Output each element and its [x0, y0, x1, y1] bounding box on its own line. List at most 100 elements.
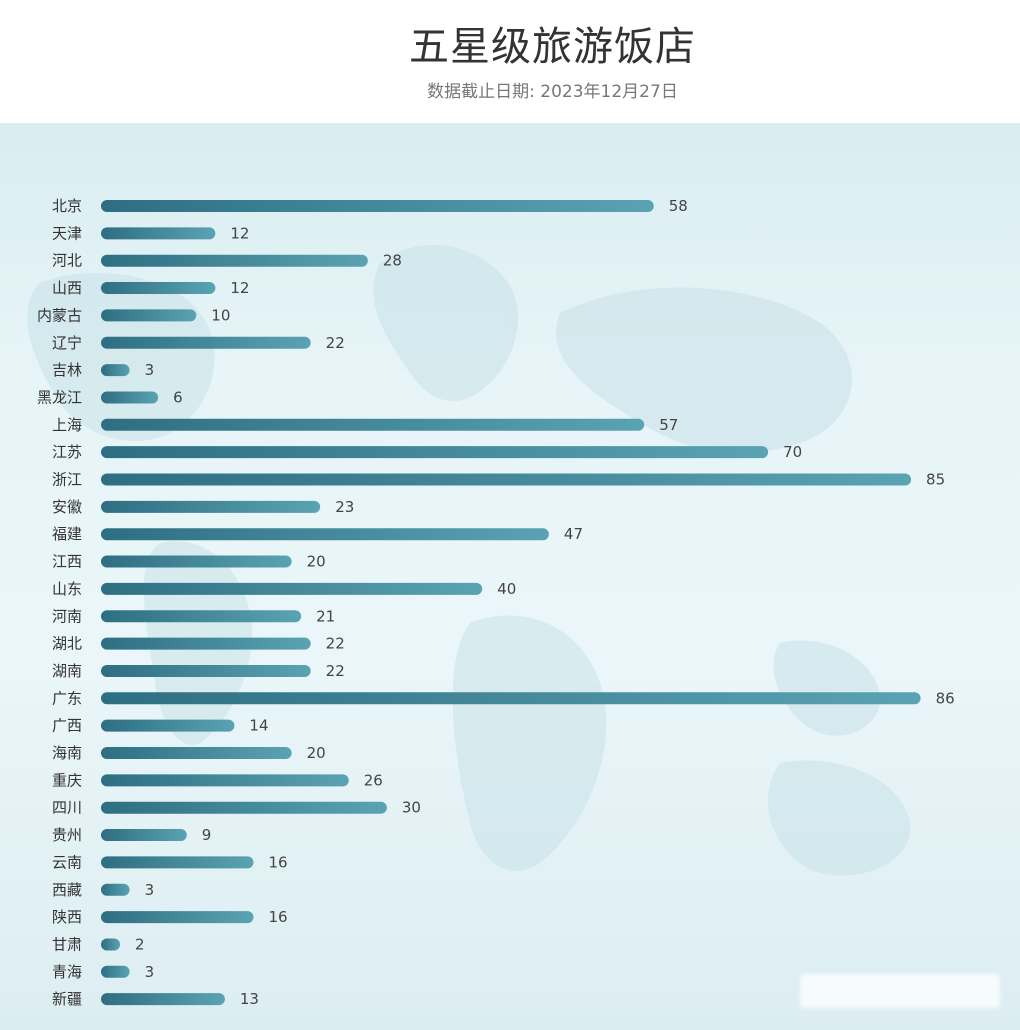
category-label: 安徽 — [52, 498, 82, 516]
bar-row: 青海 3 — [52, 963, 154, 981]
bar-row: 广西 14 — [52, 717, 269, 735]
bar — [101, 719, 235, 732]
value-label: 21 — [316, 607, 335, 625]
category-label: 贵州 — [52, 826, 82, 844]
bar — [101, 309, 197, 322]
bar-row: 贵州 9 — [52, 826, 211, 844]
category-label: 新疆 — [52, 990, 82, 1008]
category-label: 福建 — [52, 525, 82, 543]
category-label: 四川 — [52, 799, 82, 817]
value-label: 2 — [135, 935, 145, 953]
bar-row: 辽宁 22 — [52, 334, 345, 352]
bar-row: 湖北 22 — [52, 635, 345, 653]
value-label: 58 — [669, 197, 688, 215]
bar-row: 河北 28 — [52, 252, 402, 270]
bar-row: 江西 20 — [52, 553, 326, 571]
value-label: 23 — [335, 498, 354, 516]
value-label: 70 — [783, 443, 802, 461]
bar-row: 上海 57 — [52, 416, 678, 434]
bar — [101, 446, 769, 459]
bar-row: 西藏 3 — [52, 881, 154, 899]
bar-row: 山东 40 — [52, 580, 516, 598]
bar — [101, 856, 254, 869]
value-label: 16 — [268, 908, 287, 926]
bar — [101, 774, 349, 787]
chart-subtitle: 数据截止日期: 2023年12月27日 — [427, 82, 678, 102]
bar — [101, 965, 130, 978]
category-label: 江苏 — [52, 443, 82, 461]
value-label: 22 — [326, 662, 345, 680]
bar — [101, 637, 311, 650]
chart-title: 五星级旅游饭店 — [409, 24, 696, 70]
bar-row: 山西 12 — [52, 279, 249, 297]
bar — [101, 582, 483, 595]
bar-row: 内蒙古 10 — [37, 306, 230, 324]
bar — [101, 336, 311, 349]
bar — [101, 883, 130, 896]
value-label: 47 — [564, 525, 583, 543]
bar-row: 江苏 70 — [52, 443, 802, 461]
category-label: 河北 — [52, 252, 82, 270]
bar — [101, 938, 121, 951]
category-label: 山西 — [52, 279, 82, 297]
value-label: 28 — [383, 252, 402, 270]
bar-row: 湖南 22 — [52, 662, 345, 680]
category-label: 青海 — [52, 963, 82, 981]
bars-layer: 北京 58 天津 12 河北 28 山西 12 内蒙古 10 辽宁 22 吉林 3 黑龙江 6 上海 57 江苏 70… — [37, 197, 955, 1008]
chart-header: 五星级旅游饭店 数据截止日期: 2023年12月27日 — [0, 0, 1020, 123]
category-label: 辽宁 — [52, 334, 82, 352]
bar — [101, 829, 187, 842]
value-label: 20 — [307, 553, 326, 571]
category-label: 广东 — [52, 689, 82, 707]
bar — [101, 200, 654, 212]
value-label: 20 — [307, 744, 326, 762]
bar — [101, 664, 311, 677]
category-label: 天津 — [52, 224, 82, 242]
bar — [101, 473, 912, 486]
bar-row: 甘肃 2 — [52, 935, 145, 953]
value-label: 14 — [249, 717, 268, 735]
bar — [101, 610, 302, 623]
category-label: 重庆 — [52, 771, 82, 789]
category-label: 陕西 — [52, 908, 82, 926]
bar — [101, 500, 321, 513]
bar-row: 吉林 3 — [52, 361, 154, 379]
bar — [101, 801, 387, 814]
value-label: 26 — [364, 771, 383, 789]
value-label: 12 — [230, 224, 249, 242]
category-label: 河南 — [52, 607, 82, 625]
category-label: 浙江 — [52, 471, 82, 489]
value-label: 3 — [145, 361, 155, 379]
value-label: 3 — [145, 963, 155, 981]
bar — [101, 555, 292, 568]
bar-row: 陕西 16 — [52, 908, 288, 926]
bar-row: 福建 47 — [52, 525, 583, 543]
value-label: 86 — [936, 689, 955, 707]
category-label: 甘肃 — [52, 935, 82, 953]
bar — [101, 282, 216, 295]
bar-row: 海南 20 — [52, 744, 326, 762]
bar — [101, 993, 225, 1006]
value-label: 3 — [145, 881, 155, 899]
value-label: 22 — [326, 334, 345, 352]
category-label: 上海 — [52, 416, 82, 434]
value-label: 16 — [268, 853, 287, 871]
bar-row: 浙江 85 — [52, 471, 945, 489]
category-label: 内蒙古 — [37, 306, 82, 324]
category-label: 吉林 — [52, 361, 82, 379]
bar-row: 北京 58 — [52, 197, 688, 215]
bar-row: 重庆 26 — [52, 771, 383, 789]
bar-row: 黑龙江 6 — [37, 388, 183, 406]
category-label: 湖北 — [52, 635, 82, 653]
bar-row: 天津 12 — [52, 224, 249, 242]
bar — [101, 747, 292, 759]
value-label: 12 — [230, 279, 249, 297]
bar — [101, 391, 159, 404]
bar — [101, 418, 645, 431]
category-label: 海南 — [52, 744, 82, 762]
bar-row: 四川 30 — [52, 799, 421, 817]
bar — [101, 911, 254, 924]
bar — [101, 227, 216, 240]
